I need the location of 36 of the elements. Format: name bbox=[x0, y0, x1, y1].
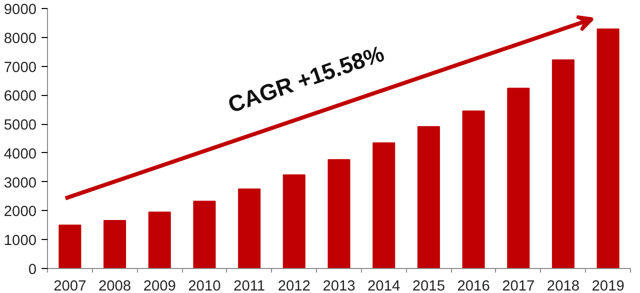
y-tick-label: 5000 bbox=[4, 118, 37, 134]
bar bbox=[552, 59, 574, 268]
bar bbox=[58, 224, 82, 268]
x-tick-label: 2008 bbox=[98, 278, 132, 293]
x-tick-label: 2015 bbox=[412, 278, 445, 293]
x-tick-label: 2019 bbox=[592, 278, 624, 293]
y-tick-label: 8000 bbox=[4, 30, 37, 47]
x-tick-label: 2014 bbox=[368, 278, 400, 293]
bar bbox=[282, 174, 306, 268]
x-tick-label: 2017 bbox=[502, 278, 535, 293]
bar bbox=[104, 220, 126, 268]
x-tick-label: 2016 bbox=[457, 278, 490, 293]
x-tick-label: 2009 bbox=[143, 278, 176, 293]
bar bbox=[507, 88, 530, 268]
bar bbox=[328, 159, 350, 268]
bar bbox=[462, 110, 485, 268]
y-tick-label: 7000 bbox=[4, 60, 37, 76]
x-tick-label: 2011 bbox=[234, 278, 266, 293]
x-tick-label: 2013 bbox=[322, 278, 356, 293]
bar bbox=[596, 28, 620, 268]
y-tick-label: 1000 bbox=[4, 233, 37, 250]
bar bbox=[238, 188, 261, 268]
y-tick-label: 0 bbox=[28, 262, 37, 278]
y-tick-label: 2000 bbox=[4, 204, 37, 220]
x-tick-label: 2007 bbox=[54, 278, 86, 293]
x-tick-label: 2012 bbox=[278, 278, 310, 293]
bar bbox=[372, 142, 396, 268]
y-tick-label: 3000 bbox=[4, 175, 37, 192]
x-tick-label: 2010 bbox=[188, 278, 221, 293]
y-tick-label: 6000 bbox=[4, 88, 37, 105]
bar bbox=[417, 126, 440, 268]
bar bbox=[193, 200, 216, 268]
bar bbox=[148, 212, 171, 268]
y-tick-label: 9000 bbox=[4, 2, 37, 18]
x-tick-label: 2018 bbox=[546, 278, 580, 293]
y-tick-label: 4000 bbox=[4, 146, 37, 162]
